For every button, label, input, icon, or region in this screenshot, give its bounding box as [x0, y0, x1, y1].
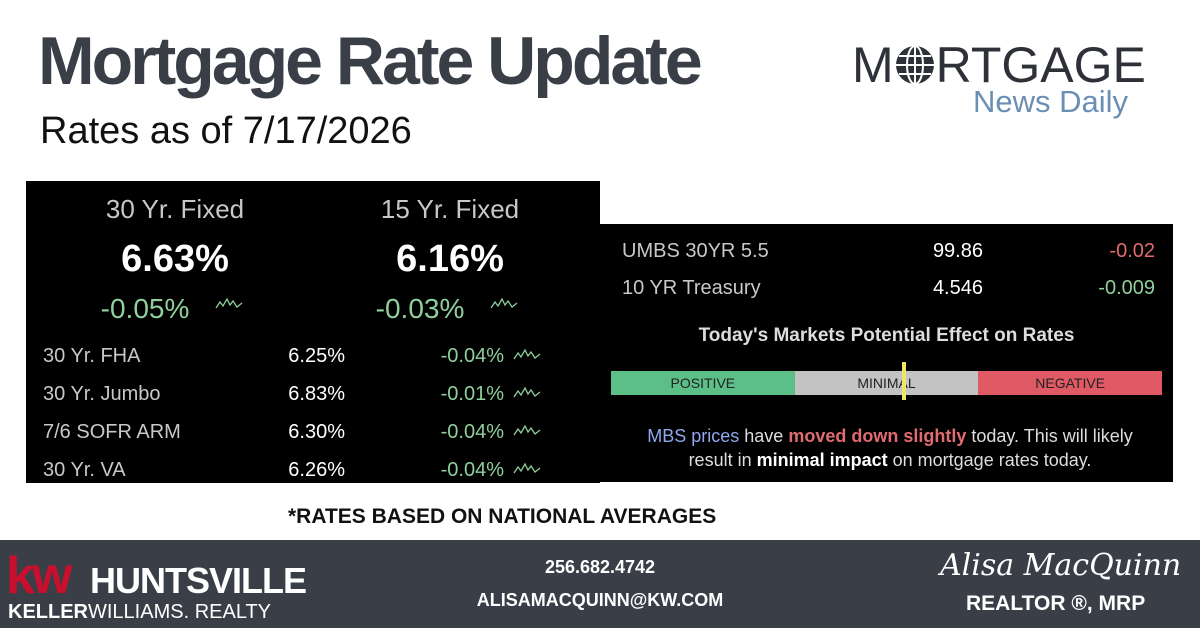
brand: KELLERWILLIAMS. REALTY [8, 601, 271, 624]
indicator [902, 362, 906, 400]
email: ALISAMACQUINN@KW.COM [476, 590, 724, 610]
sparkline [215, 297, 243, 309]
row-label: 30 Yr. FHA [43, 345, 141, 367]
s-a: MBS prices [647, 426, 740, 446]
sparkline [513, 348, 541, 360]
williams: WILLIAMS. REALTY [88, 601, 272, 623]
phone: 256.682.4742 [544, 557, 656, 577]
markets-panel [600, 224, 1173, 482]
market-change: -0.009 [1098, 277, 1155, 299]
s-c: moved down slightly [788, 426, 967, 446]
featured-change: -0.03% [375, 293, 465, 324]
market-value: 99.86 [932, 240, 983, 262]
logo-rest: RTGAGE [935, 37, 1146, 93]
sparkline [513, 386, 541, 398]
featured-label: 15 Yr. Fixed [380, 194, 520, 224]
rates-panel [26, 181, 600, 483]
featured-rate: 6.16% [396, 238, 504, 280]
row-change: -0.01% [440, 383, 504, 405]
market-label: 10 YR Treasury [622, 277, 761, 299]
featured-label: 30 Yr. Fixed [105, 194, 245, 224]
positive: POSITIVE [611, 371, 795, 395]
sparkline [490, 297, 518, 309]
keller: KELLER [8, 601, 88, 623]
effect-bar: POSITIVE MINIMAL NEGATIVE [611, 371, 1163, 395]
name: Alisa MacQuinn [940, 548, 1182, 583]
globe [895, 45, 934, 85]
row-change: -0.04% [440, 421, 504, 443]
row-rate: 6.30% [288, 421, 345, 443]
footnote: *RATES BASED ON NATIONAL AVERAGES [288, 505, 717, 528]
negative: NEGATIVE [978, 371, 1163, 395]
effect-title: Today's Markets Potential Effect on Rate… [698, 325, 1075, 346]
footer [0, 540, 1200, 628]
s-e: minimal impact [756, 450, 888, 470]
logo-sub: News Daily [973, 84, 1129, 119]
row-change: -0.04% [440, 345, 504, 367]
s-b: have [739, 426, 789, 446]
title: Mortgage Rate Update [38, 23, 703, 99]
row-label: 7/6 SOFR ARM [43, 421, 181, 443]
city: HUNTSVILLE [90, 560, 307, 601]
row-change: -0.04% [440, 459, 504, 481]
row-rate: 6.25% [288, 345, 345, 367]
sparkline [513, 462, 541, 474]
row-rate: 6.83% [288, 383, 345, 405]
subtitle: Rates as of 7/17/2026 [40, 110, 412, 152]
row-label: 30 Yr. VA [43, 459, 126, 481]
kw: kw [6, 547, 72, 605]
summary: MBS prices have moved down slightly toda… [630, 424, 1150, 472]
s-d: today. This will likely result in [688, 426, 1133, 470]
row-rate: 6.26% [288, 459, 345, 481]
market-label: UMBS 30YR 5.5 [622, 240, 769, 262]
logo-m: M [852, 37, 894, 93]
row-label: 30 Yr. Jumbo [43, 383, 161, 405]
market-value: 4.546 [932, 277, 983, 299]
featured-change: -0.05% [100, 293, 190, 324]
minimal: MINIMAL [794, 371, 979, 395]
logo: M RTGAGE [852, 36, 1146, 94]
sparkline [513, 424, 541, 436]
role: REALTOR ®, MRP [966, 592, 1146, 615]
market-change: -0.02 [1109, 240, 1155, 262]
featured-rate: 6.63% [121, 238, 229, 280]
s-f: on mortgage rates today. [887, 450, 1092, 470]
